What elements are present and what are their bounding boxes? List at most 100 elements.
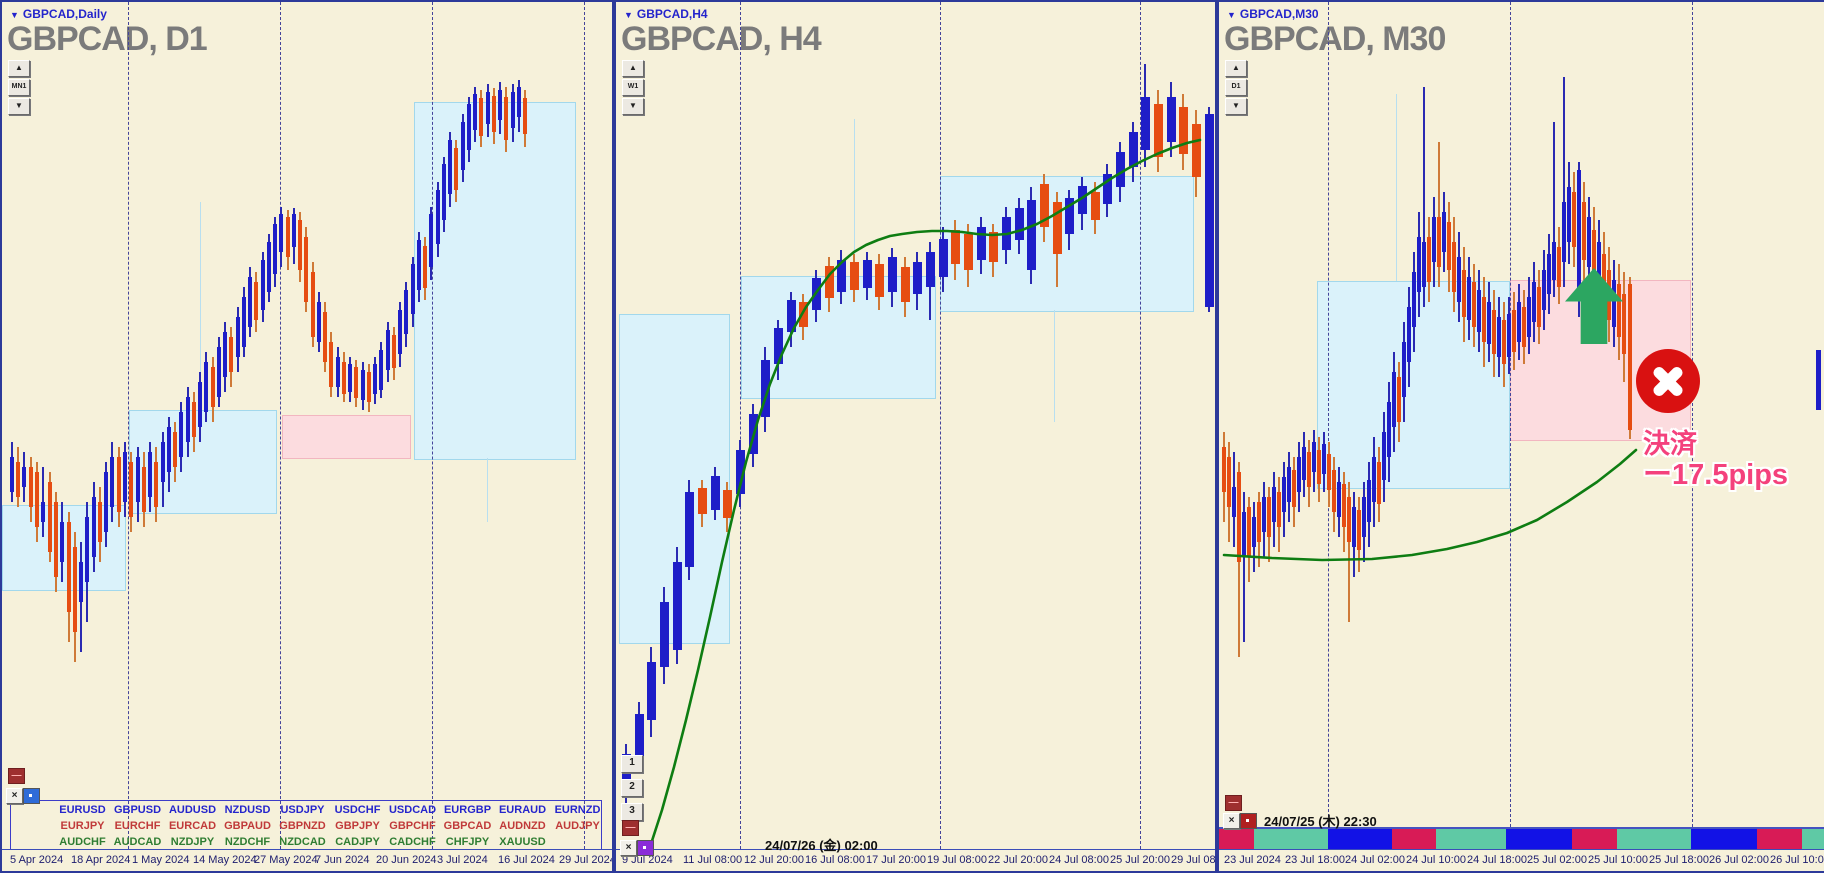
date-label: 27 May 2024 xyxy=(254,854,318,866)
chart-plot-area-d1[interactable]: EURUSD GBPUSD AUDUSD NZDUSD USDJPY USDCHF USDC… xyxy=(2,2,612,849)
candle-body xyxy=(1222,447,1226,492)
chart-header[interactable]: ▼ GBPCAD,M30 xyxy=(1227,7,1319,21)
candle-body xyxy=(15,462,21,497)
pair-cell[interactable]: XAUUSD xyxy=(499,836,546,848)
candle-body xyxy=(1001,217,1011,250)
timeframe-down-button[interactable]: ▼ xyxy=(622,98,644,115)
pair-cell[interactable]: GBPCHF xyxy=(389,820,436,832)
timeframe-down-button[interactable]: ▼ xyxy=(8,98,30,115)
pair-cell[interactable]: EURCHF xyxy=(114,820,161,832)
pair-cell[interactable]: GBPNZD xyxy=(279,820,326,832)
pair-cell[interactable]: CHFJPY xyxy=(445,836,490,848)
pair-cell[interactable]: AUDNZD xyxy=(499,820,546,832)
pair-cell[interactable]: NZDCAD xyxy=(279,836,326,848)
pair-cell[interactable]: USDCAD xyxy=(388,804,437,816)
chevron-down-icon[interactable]: ▼ xyxy=(10,10,19,20)
pair-cell[interactable]: AUDCHF xyxy=(59,836,106,848)
time-axis-m30[interactable]: 23 Jul 2024 23 Jul 18:00 24 Jul 02:00 24 Ju… xyxy=(1219,849,1824,871)
timeframe-up-button[interactable]: ▲ xyxy=(8,60,30,77)
candle-body xyxy=(316,302,322,342)
candle-body xyxy=(1140,97,1150,150)
candle-body xyxy=(1562,202,1566,262)
candle-body xyxy=(266,242,272,292)
pair-cell[interactable]: EURAUD xyxy=(498,804,547,816)
pair-cell[interactable]: GBPUSD xyxy=(113,804,162,816)
pair-cell[interactable]: EURUSD xyxy=(59,804,106,816)
chart-header[interactable]: ▼ GBPCAD,Daily xyxy=(10,7,107,21)
pair-cell[interactable]: GBPJPY xyxy=(335,820,380,832)
timeframe-up-button[interactable]: ▲ xyxy=(1225,60,1247,77)
candle-body xyxy=(497,90,503,120)
candle-body xyxy=(912,262,922,294)
chevron-down-icon[interactable]: ▼ xyxy=(1227,10,1236,20)
pair-cell[interactable]: CADCHF xyxy=(389,836,436,848)
date-label: 25 Jul 20:00 xyxy=(1110,854,1170,866)
candle-body xyxy=(72,547,78,632)
currency-pair-watchlist[interactable]: EURUSD GBPUSD AUDUSD NZDUSD USDJPY USDCHF USDC… xyxy=(10,800,602,849)
watchlist-row: AUDCHF AUDCAD NZDJPY NZDCHF NZDCAD CADJPY CADC… xyxy=(11,836,601,849)
candle-body xyxy=(491,96,497,132)
right-edge-price-bar xyxy=(1816,350,1821,410)
minimize-button[interactable]: — xyxy=(1225,795,1242,811)
chart-plot-area-h4[interactable] xyxy=(616,2,1215,849)
pair-cell[interactable]: CADJPY xyxy=(335,836,380,848)
timeframe-label-button[interactable]: D1 xyxy=(1225,79,1247,96)
pair-cell[interactable]: EURNZD xyxy=(554,804,601,816)
pair-cell[interactable]: EURJPY xyxy=(60,820,105,832)
candle-body xyxy=(773,328,783,364)
candle-body xyxy=(285,217,291,257)
layer-button-3[interactable]: 3 xyxy=(621,803,643,821)
timeframe-down-button[interactable]: ▼ xyxy=(1225,98,1247,115)
candle-body xyxy=(976,227,986,260)
candle-body xyxy=(1327,454,1331,490)
pair-cell[interactable]: USDCHF xyxy=(334,804,381,816)
pair-cell[interactable]: AUDCAD xyxy=(113,836,162,848)
candle-body xyxy=(59,522,65,562)
layer-button-2[interactable]: 2 xyxy=(621,779,643,797)
time-axis-d1[interactable]: 5 Apr 2024 18 Apr 2024 1 May 2024 14 May 20… xyxy=(2,849,612,871)
pair-cell[interactable]: NZDCHF xyxy=(224,836,271,848)
candle-body xyxy=(1567,187,1571,242)
layer-button-1[interactable]: 1 xyxy=(621,755,643,773)
pair-cell[interactable]: NZDJPY xyxy=(170,836,215,848)
minimize-button[interactable]: — xyxy=(8,768,25,784)
timeframe-label-button[interactable]: W1 xyxy=(622,79,644,96)
subwindow-separator[interactable] xyxy=(1219,827,1824,829)
candle-body xyxy=(1577,170,1581,300)
candle-body xyxy=(1191,124,1201,177)
chevron-down-icon[interactable]: ▼ xyxy=(624,10,633,20)
candle-body xyxy=(478,98,484,136)
chart-plot-area-m30[interactable] xyxy=(1219,2,1824,827)
minimize-button[interactable]: — xyxy=(622,820,639,836)
indicator-color-button[interactable] xyxy=(23,788,40,804)
pair-cell[interactable]: EURGBP xyxy=(443,804,492,816)
candle-body xyxy=(1026,200,1036,270)
indicator-color-button[interactable] xyxy=(637,840,654,856)
timeframe-label-button[interactable]: MN1 xyxy=(8,79,30,96)
time-axis-h4[interactable]: 9 Jul 2024 11 Jul 08:00 12 Jul 20:00 16 Jul… xyxy=(616,849,1215,871)
pair-cell[interactable]: AUDJPY xyxy=(555,820,600,832)
candle-body xyxy=(1482,297,1486,342)
candle-body xyxy=(1307,452,1311,487)
close-button[interactable]: × xyxy=(1223,813,1240,829)
candle-body xyxy=(1412,272,1416,327)
timeframe-up-button[interactable]: ▲ xyxy=(622,60,644,77)
candle-body xyxy=(1617,284,1621,337)
pair-cell[interactable]: GBPAUD xyxy=(224,820,271,832)
pair-cell[interactable]: EURCAD xyxy=(168,820,217,832)
pair-cell[interactable]: AUDUSD xyxy=(168,804,217,816)
pair-cell[interactable]: USDJPY xyxy=(280,804,325,816)
pair-cell[interactable]: GBPCAD xyxy=(443,820,492,832)
chart-header[interactable]: ▼ GBPCAD,H4 xyxy=(624,7,708,21)
close-button[interactable]: × xyxy=(6,788,23,804)
candle-body xyxy=(786,300,796,332)
candle-body xyxy=(128,462,134,517)
chart-symbol-period: GBPCAD,M30 xyxy=(1239,7,1319,21)
candle-body xyxy=(522,98,528,134)
demand-zone-rect xyxy=(129,410,277,514)
close-button[interactable]: × xyxy=(620,840,637,856)
candle-body xyxy=(1204,114,1214,307)
candle-body xyxy=(836,260,846,292)
pair-cell[interactable]: NZDUSD xyxy=(224,804,271,816)
indicator-color-button[interactable] xyxy=(1240,813,1257,829)
